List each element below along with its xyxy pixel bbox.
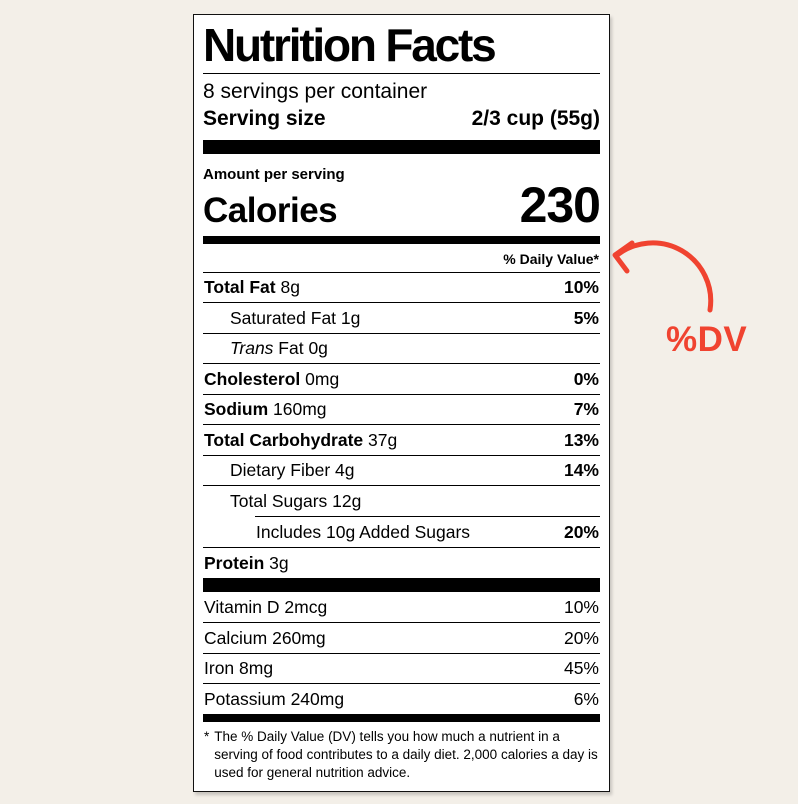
nutrient-daily-value: 7% (573, 399, 599, 420)
nutrient-name-and-amount: Total Fat 8g (204, 277, 300, 298)
nutrient-row: Saturated Fat 1g 5% (203, 302, 600, 333)
nutrient-row: Total Fat 8g 10% (203, 271, 600, 303)
nutrient-name-and-amount: Saturated Fat 1g (204, 308, 360, 329)
nutrient-row: Total Carbohydrate 37g 13% (203, 424, 600, 455)
nutrient-name: Dietary Fiber (230, 460, 331, 481)
nutrient-amount: 12g (327, 490, 362, 511)
nutrition-facts-label: Nutrition Facts 8 servings per container… (193, 14, 610, 792)
nutrient-name: Total Sugars (230, 490, 328, 511)
amount-per-serving-label: Amount per serving (203, 165, 345, 183)
nutrient-amount: 1g (336, 307, 361, 328)
nutrient-daily-value: 6% (573, 688, 599, 709)
nutrient-daily-value: 20% (563, 627, 599, 648)
nutrient-name: Protein (204, 552, 265, 573)
nutrient-row: Includes 10g Added Sugars 20% (203, 517, 600, 548)
nutrient-row: Cholesterol 0mg 0% (203, 363, 600, 394)
curved-arrow-icon (612, 240, 714, 313)
nutrient-name-and-amount: Includes 10g Added Sugars (204, 522, 470, 543)
nutrient-daily-value: 0% (573, 368, 599, 389)
nutrient-daily-value: 14% (563, 460, 599, 481)
nutrient-amount: 260mg (267, 627, 326, 648)
nutrient-name: Sodium (204, 399, 269, 420)
nutrient-name-and-amount: Cholesterol 0mg (204, 369, 339, 390)
vitamin-row: Potassium 240mg 6% (203, 683, 600, 714)
divider-thick-bar (203, 139, 600, 154)
nutrient-name: Potassium (204, 688, 286, 709)
nutrient-name-and-amount: Protein 3g (204, 553, 289, 574)
serving-size-row: Serving size 2/3 cup (55g) (203, 105, 600, 140)
nutrient-name: Iron (204, 658, 235, 679)
nutrient-name: Includes 10g Added Sugars (256, 521, 471, 542)
nutrient-amount: 2mcg (279, 596, 328, 617)
nutrient-daily-value: 20% (563, 521, 599, 542)
nutrient-name: Total Fat (204, 277, 276, 298)
nutrient-name: Trans (230, 338, 274, 359)
nutrient-daily-value: 10% (563, 277, 599, 298)
nutrient-amount: 160mg (268, 399, 327, 420)
vitamin-row: Vitamin D 2mcg 10% (203, 592, 600, 623)
nutrient-name-and-amount: Total Carbohydrate 37g (204, 430, 397, 451)
nutrient-name: Vitamin D (204, 596, 280, 617)
nutrient-rows-section: Total Fat 8g 10% Saturated Fat 1g 5% Trans F… (203, 271, 600, 578)
nutrient-name-and-amount: Dietary Fiber 4g (204, 460, 355, 481)
calories-value: 230 (519, 176, 601, 233)
nutrient-amount: 37g (363, 429, 398, 450)
calories-label: Calories (203, 190, 338, 230)
nutrient-amount: 4g (330, 460, 355, 481)
footnote-asterisk: * (204, 728, 210, 744)
nutrient-daily-value: 13% (563, 429, 599, 450)
nutrient-row: Dietary Fiber 4g 14% (203, 454, 600, 486)
nutrient-name-and-amount: Sodium 160mg (204, 399, 327, 420)
vitamin-row: Calcium 260mg 20% (203, 622, 600, 653)
divider-medium-bar (203, 713, 600, 722)
nutrient-name: Saturated Fat (230, 307, 337, 328)
dv-annotation-text: %DV (666, 320, 748, 359)
indented-divider (255, 515, 600, 517)
divider-medium-bar (203, 235, 600, 244)
nutrient-row: Sodium 160mg 7% (203, 393, 600, 425)
label-title: Nutrition Facts (203, 15, 600, 74)
nutrient-amount: 0mg (300, 368, 340, 389)
nutrient-amount: 8mg (234, 658, 274, 679)
nutrient-daily-value: 5% (573, 307, 599, 328)
daily-value-header: % Daily Value* (503, 250, 599, 267)
servings-per-container: 8 servings per container (203, 79, 428, 103)
nutrient-amount: 8g (275, 277, 300, 298)
nutrient-name: Total Carbohydrate (204, 429, 364, 450)
nutrient-name-and-amount: Trans Fat 0g (204, 338, 328, 359)
nutrient-name-and-amount: Potassium 240mg (204, 689, 344, 710)
footnote-text: The % Daily Value (DV) tells you how muc… (214, 728, 598, 780)
dv-annotation: %DV (598, 230, 758, 370)
nutrient-row: Protein 3g (203, 547, 600, 578)
nutrient-amount: 3g (264, 552, 289, 573)
nutrient-row: Total Sugars 12g (203, 485, 600, 516)
divider-thick-bar (203, 577, 600, 592)
nutrient-name-and-amount: Calcium 260mg (204, 628, 326, 649)
calories-row: Calories 230 (203, 176, 601, 236)
nutrient-amount: 240mg (285, 688, 345, 709)
vitamin-row: Iron 8mg 45% (203, 652, 600, 684)
nutrient-daily-value: 45% (563, 658, 599, 679)
nutrient-name: Cholesterol (204, 368, 301, 389)
serving-size-value: 2/3 cup (55g) (471, 106, 600, 130)
nutrient-name-and-amount: Total Sugars 12g (204, 491, 361, 512)
nutrient-name: Calcium (204, 627, 268, 648)
nutrient-name-and-amount: Iron 8mg (204, 658, 273, 679)
nutrient-name-and-amount: Vitamin D 2mcg (204, 597, 327, 618)
nutrient-amount: Fat 0g (273, 338, 328, 359)
footnote: * The % Daily Value (DV) tells you how m… (203, 722, 600, 790)
serving-size-label: Serving size (203, 106, 326, 130)
nutrient-daily-value: 10% (563, 596, 599, 617)
vitamin-rows-section: Vitamin D 2mcg 10% Calcium 260mg 20% Iron 8m… (203, 592, 600, 714)
nutrient-row: Trans Fat 0g (203, 332, 600, 364)
